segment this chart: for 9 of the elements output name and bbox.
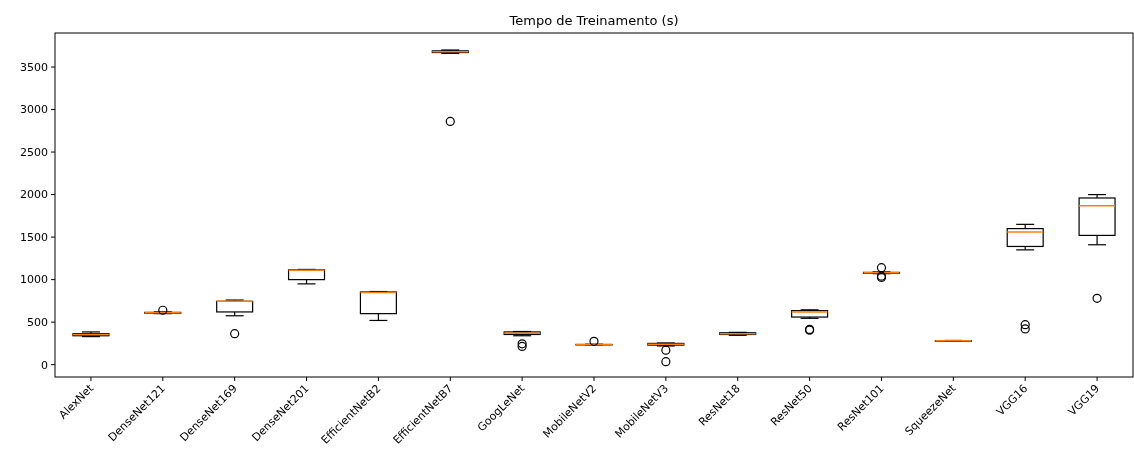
y-tick-label: 0: [41, 358, 48, 372]
y-tick-label: 2000: [20, 188, 48, 202]
chart-title: Tempo de Treinamento (s): [508, 13, 679, 28]
y-tick-label: 500: [27, 316, 48, 329]
y-tick-label: 3000: [20, 103, 48, 117]
y-tick-label: 2500: [20, 145, 48, 159]
y-tick-label: 1500: [20, 230, 48, 244]
y-tick-label: 1000: [20, 273, 48, 287]
y-tick-label: 3500: [20, 60, 48, 74]
